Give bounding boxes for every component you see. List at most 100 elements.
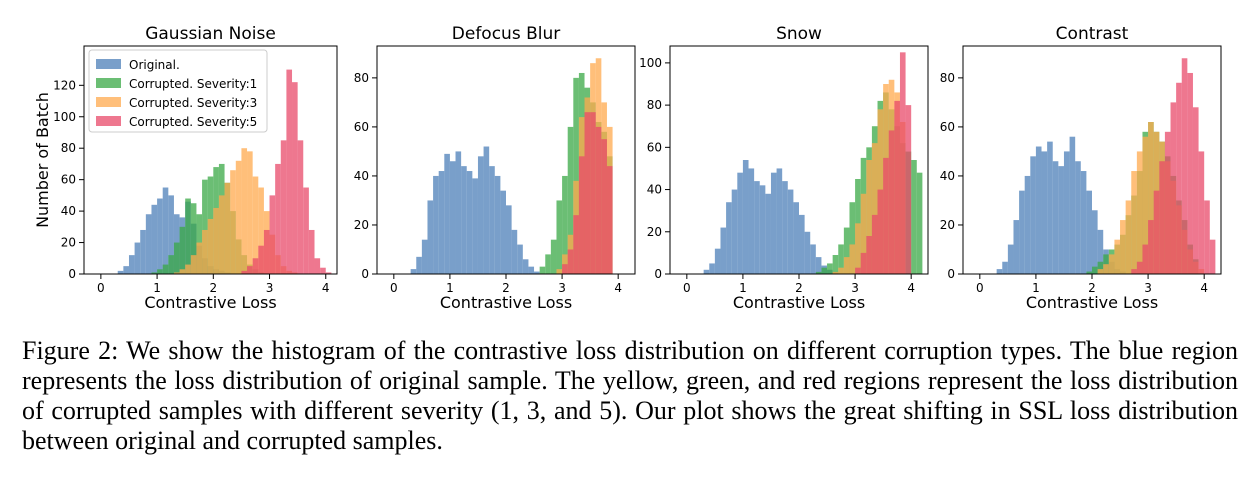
histogram-bar — [151, 272, 158, 274]
histogram-bar — [247, 151, 253, 274]
series-4 — [1131, 58, 1216, 275]
histogram-bar — [173, 272, 180, 274]
histogram-bar — [1125, 200, 1132, 274]
histogram-bar — [455, 151, 462, 274]
histogram-bar — [916, 172, 923, 274]
y-tick-label: 80 — [940, 71, 955, 85]
histogram-bar — [703, 269, 710, 274]
x-tick-label: 1 — [1032, 281, 1040, 295]
histogram-bar — [1069, 136, 1076, 274]
histogram-bar — [1181, 58, 1188, 275]
series-3 — [173, 148, 298, 274]
histogram-bar — [815, 271, 822, 274]
histogram-bar — [489, 166, 495, 274]
histogram-bar — [793, 202, 799, 274]
histogram-bar — [190, 255, 197, 274]
x-tick-label: 3 — [266, 281, 274, 295]
legend-box — [88, 49, 268, 133]
histogram-bar — [185, 198, 191, 274]
histogram-bar — [477, 156, 484, 274]
histogram-bar — [134, 242, 141, 274]
histogram-bar — [325, 272, 332, 274]
histogram-bar — [1164, 131, 1171, 274]
y-tick-label: 20 — [940, 218, 955, 232]
histogram-bar — [410, 269, 417, 274]
x-tick-label: 4 — [322, 281, 330, 295]
histogram-bar — [539, 266, 546, 274]
y-tick-label: 100 — [639, 56, 662, 70]
y-tick-label: 40 — [61, 204, 76, 218]
histogram-bar — [573, 215, 579, 274]
histogram-bar — [590, 112, 596, 274]
histogram-bar — [308, 229, 315, 274]
x-tick-label: 2 — [795, 281, 803, 295]
histogram-bar — [578, 156, 585, 274]
chart-title: Defocus Blur — [452, 24, 560, 44]
histogram-bar — [241, 148, 248, 274]
histogram-bar — [714, 248, 721, 274]
x-tick-label: 4 — [907, 281, 915, 295]
histogram-bar — [545, 254, 551, 274]
x-tick-label: 2 — [502, 281, 510, 295]
histogram-bar — [1187, 72, 1193, 274]
series-1 — [410, 146, 540, 274]
legend: Original. Corrupted. Severity:1 Corrupted.… — [88, 49, 268, 133]
histogram-bar — [162, 187, 169, 274]
histogram-bar — [1131, 269, 1137, 274]
histogram-bar — [534, 271, 540, 274]
histogram-bar — [601, 139, 607, 274]
histogram-bar — [815, 257, 822, 274]
histogram-bar — [168, 195, 174, 274]
histogram-bar — [1041, 151, 1048, 274]
histogram-bar — [782, 181, 788, 274]
histogram-bar — [173, 242, 180, 274]
histogram-bar — [1019, 190, 1025, 274]
y-tick-label: 80 — [647, 98, 662, 112]
histogram-bar — [810, 244, 816, 274]
histogram-bar — [433, 175, 439, 274]
y-tick-label: 100 — [53, 110, 76, 124]
y-tick-label: 60 — [61, 173, 76, 187]
histogram-bar — [1013, 220, 1020, 274]
histogram-bar — [224, 182, 231, 274]
x-tick-label: 3 — [558, 281, 566, 295]
x-axis-label: Contrastive Loss — [1026, 293, 1158, 312]
histogram-bar — [748, 168, 755, 274]
x-tick-label: 4 — [614, 281, 622, 295]
histogram-bar — [179, 269, 186, 274]
histogram-bar — [1148, 220, 1154, 274]
histogram-bar — [871, 143, 878, 274]
histogram-bar — [742, 160, 749, 274]
histogram-bar — [1097, 229, 1104, 274]
histogram-bar — [157, 269, 163, 274]
y-tick-label: 20 — [354, 218, 369, 232]
histogram-bar — [252, 258, 259, 274]
histogram-bar — [168, 255, 174, 274]
histogram-bar — [754, 181, 760, 274]
histogram-bar — [314, 258, 321, 274]
histogram-bar — [128, 255, 135, 274]
histogram-bar — [230, 170, 236, 274]
histogram-bar — [1097, 261, 1104, 274]
histogram-bar — [860, 193, 867, 274]
histogram-bar — [218, 195, 225, 274]
histogram-bar — [438, 171, 445, 274]
histogram-bar — [196, 242, 203, 274]
histogram-bar — [799, 214, 805, 274]
x-tick-label: 4 — [1200, 281, 1208, 295]
y-tick-label: 80 — [354, 71, 369, 85]
y-tick-label: 0 — [654, 267, 662, 281]
histogram-bar — [292, 82, 298, 274]
histogram-bar — [1120, 220, 1126, 274]
histogram-bar — [877, 189, 884, 274]
histogram-bar — [247, 266, 253, 274]
histogram-bar — [562, 175, 568, 274]
histogram-bar — [776, 168, 783, 274]
histogram-bar — [821, 267, 828, 274]
histogram-bar — [241, 270, 248, 274]
histogram-bar — [500, 190, 506, 274]
histogram-bar — [866, 160, 872, 274]
histogram-bar — [517, 244, 523, 274]
